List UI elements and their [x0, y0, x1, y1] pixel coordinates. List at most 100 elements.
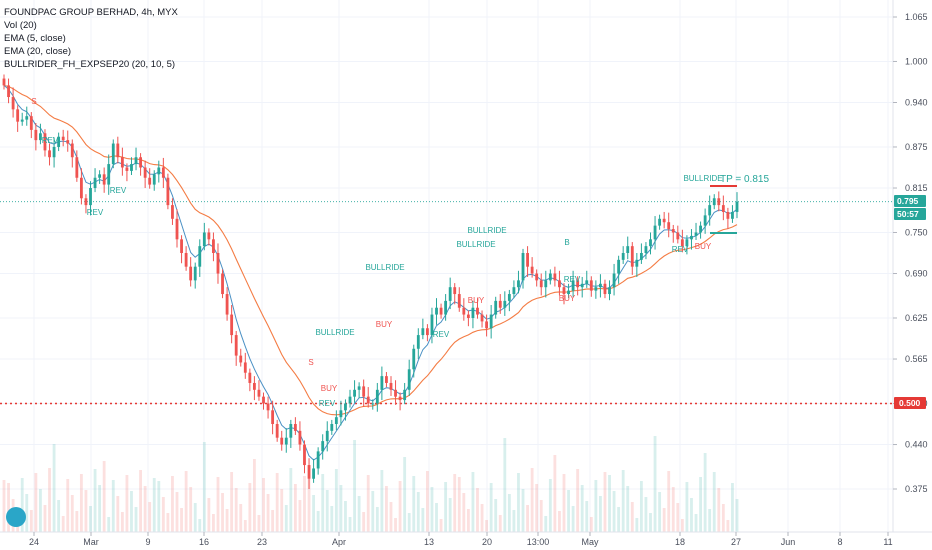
- volume-bar: [403, 457, 407, 532]
- volume-bar: [175, 492, 179, 532]
- time-tick-label: 27: [731, 537, 741, 547]
- volume-bar: [348, 517, 352, 532]
- volume-bar: [248, 483, 252, 532]
- candle-body: [585, 280, 589, 284]
- candle-body: [594, 287, 598, 291]
- candle-body: [457, 294, 461, 308]
- volume-bar: [603, 472, 607, 532]
- candle-body: [234, 335, 238, 356]
- candle-body: [111, 143, 115, 165]
- candle-body: [521, 253, 525, 281]
- candle-body: [639, 253, 643, 260]
- candle-body: [394, 389, 397, 397]
- volume-bar: [212, 514, 215, 532]
- candle-body: [703, 215, 707, 226]
- volume-bar: [280, 489, 284, 532]
- candle-body: [221, 273, 224, 295]
- volume-bar: [134, 507, 138, 532]
- indicator-ema5[interactable]: EMA (5, close): [4, 33, 66, 44]
- volume-bar: [293, 484, 297, 532]
- volume-bar: [435, 503, 438, 532]
- time-tick-label: 18: [675, 537, 685, 547]
- chart-legend: FOUNDPAC GROUP BERHAD, 4h, MYX Vol (20) …: [4, 6, 178, 71]
- price-tick-label: 0.690: [905, 269, 928, 279]
- candle-body: [98, 174, 102, 178]
- candle-body: [102, 174, 106, 185]
- candle-body: [66, 140, 70, 144]
- volume-bar: [161, 497, 165, 532]
- candle-body: [699, 225, 702, 233]
- candle-body: [152, 174, 156, 185]
- candle-body: [676, 232, 680, 240]
- candle-body: [171, 205, 174, 219]
- volume-bar: [79, 474, 83, 532]
- volume-bar: [680, 519, 684, 532]
- time-axis[interactable]: 24 Mar 9 16 23 Apr 13 20 13:00 May 18 27 Jun 8 11: [29, 532, 893, 547]
- candle-body: [649, 239, 652, 247]
- indicator-bullrider[interactable]: BULLRIDER_FH_EXPSEP20 (20, 10, 5): [4, 59, 176, 70]
- volume-bar: [89, 506, 92, 532]
- candle-body: [462, 307, 466, 315]
- volume-bar: [644, 497, 648, 532]
- volume-bar: [548, 479, 552, 532]
- signal-label-rev: REV: [564, 275, 581, 284]
- candle-body: [275, 424, 279, 438]
- volume-bar: [699, 477, 702, 532]
- indicator-volume[interactable]: Vol (20): [4, 20, 37, 31]
- volume-bar: [171, 476, 174, 532]
- symbol-title[interactable]: FOUNDPAC GROUP BERHAD, 4h, MYX: [4, 7, 178, 18]
- volume-bar: [439, 519, 443, 532]
- price-tick-label: 1.000: [905, 56, 928, 66]
- candle-body: [494, 300, 498, 315]
- volume-bar: [712, 472, 716, 532]
- candle-body: [289, 424, 293, 438]
- volume-bar: [125, 475, 129, 532]
- volume-bar: [139, 470, 142, 532]
- volume-bar: [357, 496, 361, 532]
- candle-body: [293, 424, 297, 431]
- candle-body: [694, 232, 698, 236]
- candle-body: [544, 280, 548, 288]
- volume-bar: [735, 499, 739, 532]
- signal-label-buy: BUY: [468, 296, 485, 305]
- volume-bar: [457, 477, 461, 532]
- candle-body: [307, 465, 311, 479]
- candle-body: [166, 177, 170, 206]
- volume-bar: [29, 510, 33, 532]
- volume-bar: [180, 508, 183, 532]
- volume-bar: [394, 518, 397, 532]
- candle-body: [435, 307, 438, 315]
- signal-label-rev: REV: [433, 330, 450, 339]
- candle-body: [558, 280, 561, 288]
- candle-body: [271, 410, 275, 425]
- candle-body: [79, 177, 83, 199]
- volume-bar: [717, 488, 721, 532]
- candle-body: [485, 321, 489, 329]
- volume-bar: [61, 516, 65, 532]
- candle-body: [257, 389, 261, 397]
- signal-label-b: B: [564, 238, 569, 247]
- candle-body: [603, 283, 607, 295]
- volume-bar: [558, 511, 561, 532]
- indicator-ema20[interactable]: EMA (20, close): [4, 46, 72, 57]
- candle-body: [671, 229, 675, 233]
- signal-label-buy: BUY: [559, 294, 576, 303]
- volume-bar: [562, 474, 566, 532]
- candle-body: [526, 253, 529, 267]
- time-tick-label: 16: [199, 537, 209, 547]
- volume-bar: [143, 486, 147, 532]
- candle-body: [589, 280, 593, 291]
- volume-bar: [189, 487, 193, 532]
- candle-body: [667, 222, 671, 230]
- candle-body: [325, 430, 329, 442]
- volume-bar: [526, 505, 529, 532]
- volume-bar: [389, 502, 393, 532]
- volume-bar: [2, 480, 6, 532]
- candle-body: [690, 235, 693, 240]
- price-axis[interactable]: 1.065 1.000 0.940 0.875 0.815 0.750 0.690 0.625…: [893, 12, 928, 494]
- volume-bar: [649, 513, 652, 532]
- candle-body: [535, 273, 539, 281]
- price-tick-label: 0.940: [905, 98, 928, 108]
- tradingview-logo-icon[interactable]: [6, 507, 26, 527]
